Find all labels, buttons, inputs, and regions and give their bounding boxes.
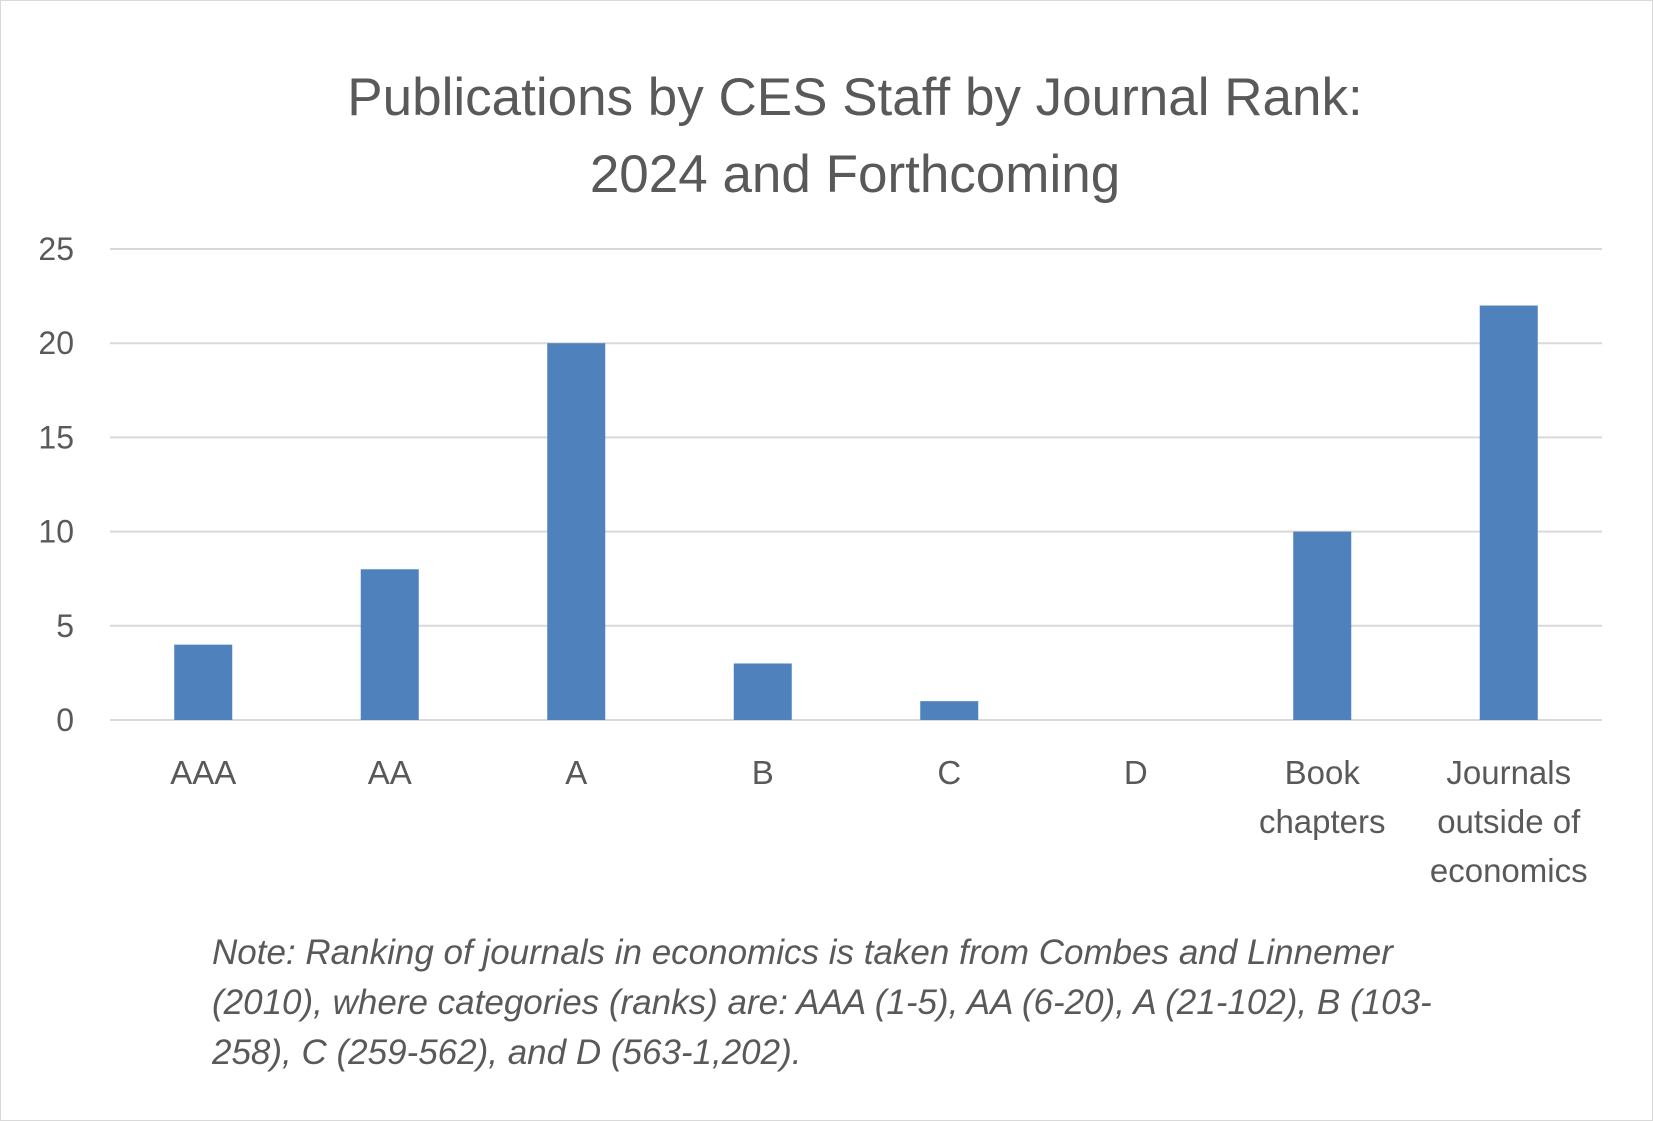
x-category-label: AAA: [170, 754, 236, 791]
bar: [1479, 305, 1538, 720]
y-axis-tick-labels: 0 5 10 15 20 25: [38, 231, 74, 738]
y-tick-label: 20: [38, 325, 74, 361]
x-category-label: A: [565, 754, 587, 791]
y-tick-label: 25: [38, 231, 74, 267]
chart-title-line-2: 2024 and Forthcoming: [590, 145, 1120, 204]
x-category-label: C: [937, 754, 961, 791]
y-tick-label: 10: [38, 514, 74, 550]
bar: [360, 569, 419, 720]
bar: [920, 701, 979, 720]
y-tick-label: 0: [56, 702, 74, 738]
x-category-label: AA: [368, 754, 412, 791]
bar: [174, 644, 233, 720]
bar: [1293, 531, 1352, 720]
y-tick-label: 5: [56, 608, 74, 644]
bars: [174, 305, 1538, 720]
x-category-label: Journals outside of economics: [1430, 754, 1588, 889]
gridlines: [110, 248, 1602, 721]
x-category-label: Book chapters: [1259, 754, 1386, 840]
chart-note: Note: Ranking of journals in economics i…: [212, 933, 1432, 1072]
chart-title-line-1: Publications by CES Staff by Journal Ran…: [347, 68, 1362, 127]
bar: [733, 663, 792, 720]
bar: [547, 343, 606, 720]
x-category-label: D: [1124, 754, 1148, 791]
x-category-label: B: [752, 754, 774, 791]
y-tick-label: 15: [38, 419, 74, 455]
